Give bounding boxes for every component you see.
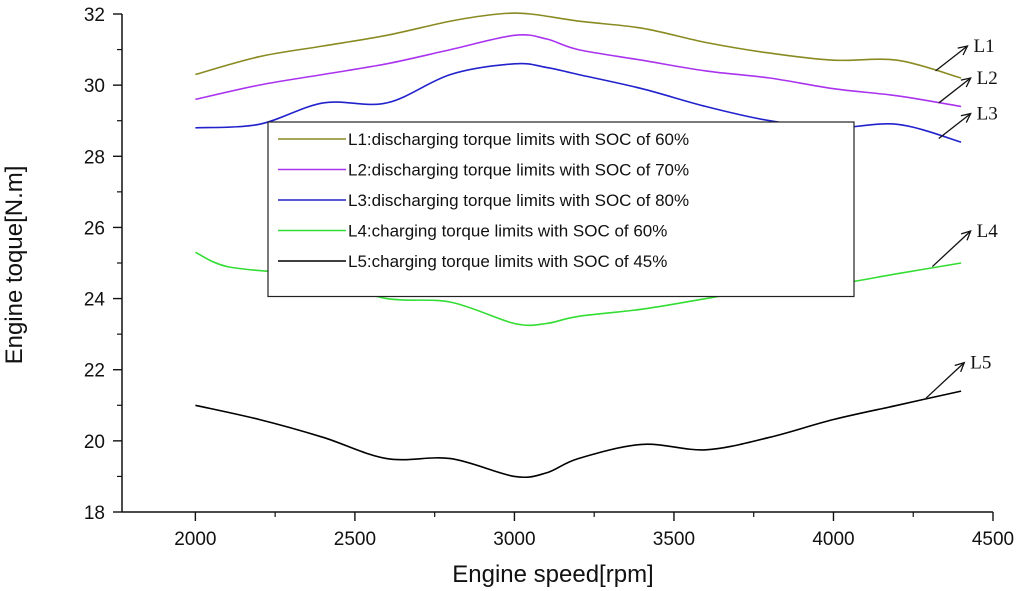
legend-label-l3: L3:discharging torque limits with SOC of… — [348, 191, 689, 210]
annotation-arrow-l5 — [925, 362, 965, 399]
legend-label-l2: L2:discharging torque limits with SOC of… — [348, 161, 689, 180]
y-tick-label: 28 — [84, 147, 105, 168]
annotations: L1 L2 L3 L4 L5 — [925, 36, 999, 399]
legend-label-l4: L4:charging torque limits with SOC of 60… — [348, 222, 667, 241]
y-tick-label: 18 — [84, 503, 105, 524]
y-tick-label: 30 — [84, 76, 105, 97]
annotation-arrowhead-l1 — [957, 45, 969, 56]
x-tick-label: 4000 — [812, 529, 854, 550]
annotation-label-l5: L5 — [970, 353, 991, 374]
legend-label-l5: L5:charging torque limits with SOC of 45… — [348, 252, 667, 271]
annotation-label-l1: L1 — [973, 36, 994, 57]
annotation-arrow-l1 — [935, 45, 968, 72]
y-tick-label: 22 — [84, 361, 105, 382]
annotation-arrowhead-l3 — [960, 112, 972, 123]
annotation-arrow-l2 — [938, 77, 972, 104]
x-axis-title: Engine speed[rpm] — [452, 561, 653, 588]
series-line-l1 — [195, 12, 962, 79]
legend-box — [267, 121, 855, 298]
y-tick-label: 20 — [84, 432, 105, 453]
annotation-arrowhead-l4 — [960, 229, 972, 241]
legend: L1:discharging torque limits with SOC of… — [267, 121, 855, 298]
axes: 2000 2500 3000 3500 4000 4500 18 20 22 24 26 28 30 32 — [84, 5, 1014, 550]
series-line-l5 — [195, 390, 962, 479]
annotation-arrow-l3 — [938, 113, 972, 140]
y-axis-title: Engine toque[N.m] — [1, 166, 28, 365]
annotation-label-l4: L4 — [977, 221, 999, 242]
x-tick-label: 4500 — [972, 529, 1014, 550]
x-tick-label: 3500 — [653, 529, 695, 550]
annotation-arrowhead-l5 — [954, 361, 966, 373]
x-tick-label: 2000 — [174, 529, 216, 550]
annotation-arrow-l4 — [931, 230, 972, 268]
y-tick-label: 26 — [84, 218, 105, 239]
annotation-label-l3: L3 — [977, 104, 998, 125]
y-tick-label: 24 — [84, 290, 106, 311]
legend-label-l1: L1:discharging torque limits with SOC of… — [348, 130, 689, 149]
x-tick-label: 2500 — [334, 529, 376, 550]
annotation-label-l2: L2 — [977, 68, 998, 89]
annotation-arrowhead-l2 — [960, 77, 972, 88]
y-tick-label: 32 — [84, 5, 105, 26]
x-tick-label: 3000 — [493, 529, 535, 550]
series-line-l2 — [195, 34, 962, 108]
